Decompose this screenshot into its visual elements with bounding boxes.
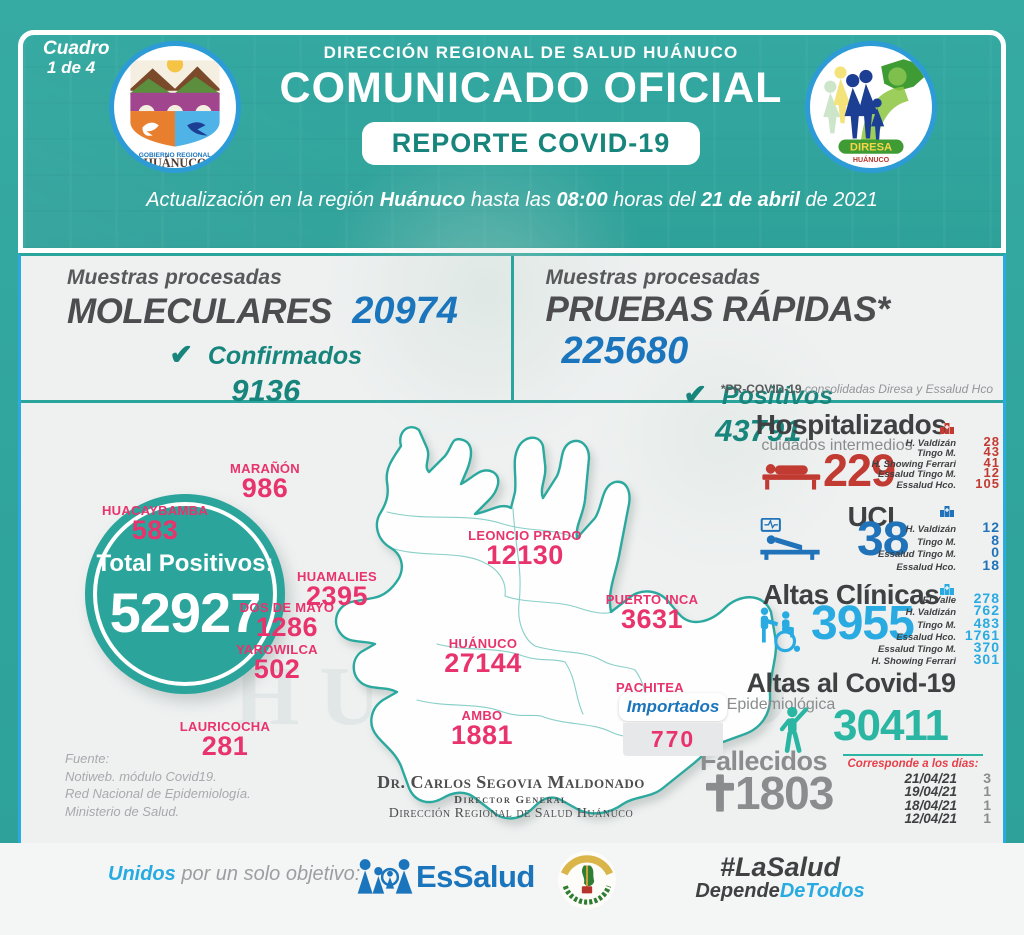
hashtag-line1: #LaSalud — [719, 852, 841, 882]
department-line: DIRECCIÓN REGIONAL DE SALUD HUÁNUCO — [323, 43, 739, 62]
importados-label: Importados — [619, 693, 727, 721]
importados-box: Importados 770 — [619, 693, 727, 756]
district-label-puerto-inca: PUERTO INCA 3631 — [605, 592, 699, 634]
confirmados-value: 9136 — [231, 373, 301, 408]
fallecidos-days-label: Corresponde a los días: — [843, 754, 983, 770]
page-indicator-number: 1 de 4 — [47, 57, 96, 77]
watermark-blob — [581, 296, 861, 576]
signature-org: Dirección Regional de Salud Huánuco — [388, 806, 634, 821]
district-label-huacaybamba: HUACAYBAMBA 583 — [101, 503, 209, 545]
ministry-seal-icon — [558, 851, 616, 909]
svg-text:HUÁNUCO: HUÁNUCO — [144, 156, 207, 168]
molecular-heading: Muestras procesadas — [67, 266, 282, 289]
campaign-hashtag: #LaSalud DependeDeTodos — [655, 853, 905, 902]
footer-slogan: Unidos por un solo objetivo: — [108, 863, 361, 885]
total-positivos-value: 52927 — [109, 581, 262, 644]
total-positivos-badge: Total Positivos: 52927 — [85, 494, 285, 694]
samples-row: Muestras procesadas MOLECULARES 20974 ✔ … — [21, 256, 1004, 448]
svg-text:GOBIERNO REGIONAL: GOBIERNO REGIONAL — [139, 152, 212, 159]
positivos-label: Positivos — [721, 382, 834, 410]
altas-covid-value: 30411 — [833, 701, 949, 750]
icu-bed-monitor-icon — [760, 518, 820, 560]
wheelchair-patient-icon — [760, 607, 801, 653]
altas-covid-subtitle: Epidemiológica — [726, 696, 836, 713]
diresa-logo: DIRESA HUÁNUCO — [805, 41, 937, 173]
page-indicator: Cuadro 1 de 4 — [43, 39, 110, 77]
page-indicator-label: Cuadro — [43, 38, 110, 59]
fallecidos-days: 21/04/21 3 19/04/21 1 18/04/21 1 12/04/21 1 — [904, 770, 991, 827]
cross-icon — [706, 774, 734, 812]
report-badge: REPORTE COVID-19 — [361, 122, 701, 165]
altas-covid-title: Altas al Covid-19 — [746, 668, 956, 698]
positivos-line: ✔ Positivos — [514, 378, 1004, 411]
essalud-wordmark: EsSalud — [416, 859, 535, 894]
signature-role: Director General — [454, 794, 568, 806]
molecular-total: 20974 — [352, 290, 458, 332]
hospitalizados-title: Hospitalizados — [755, 409, 947, 440]
district-label-leoncio-prado: LEONCIO PRADO 12130 — [468, 528, 582, 570]
district-label-lauricocha: LAURICOCHA 281 — [179, 719, 271, 761]
rapid-heading: Muestras procesadas — [545, 266, 761, 289]
uci-title: UCI — [847, 501, 895, 532]
district-label-huanuco: HUÁNUCO 27144 — [444, 636, 522, 678]
rapid-type-label: PRUEBAS RÁPIDAS* — [545, 290, 891, 329]
svg-text:DIRESA: DIRESA — [850, 142, 892, 154]
gobierno-regional-crest-icon: GOBIERNO REGIONAL HUÁNUCO — [130, 60, 220, 168]
fallecidos-value: 1803 — [735, 767, 834, 819]
rapid-footnote: *PR-COVID-19 consolidadas Diresa y Essal… — [720, 382, 993, 396]
signature-name: Dr. Carlos Segovia Maldonado — [377, 772, 645, 792]
district-label-ambo: AMBO 1881 — [450, 708, 514, 750]
rapid-samples-box: Muestras procesadas PRUEBAS RÁPIDAS* 225… — [514, 256, 1004, 448]
content-area: HUÁNUCO Muestras procesadas MOLECULARES … — [18, 126, 1006, 846]
gobierno-regional-logo: GOBIERNO REGIONAL HUÁNUCO — [109, 41, 241, 173]
positivos-value: 43791 — [715, 413, 802, 448]
molecular-type-label: MOLECULARES — [67, 292, 332, 331]
district-label-yarowilca: YAROWILCA 502 — [236, 642, 318, 684]
header-titles: DIRECCIÓN REGIONAL DE SALUD HUÁNUCO COMU… — [261, 43, 801, 165]
header: Cuadro 1 de 4 GOBIERNO REG — [18, 30, 1006, 253]
total-positivos-label: Total Positivos: — [96, 550, 274, 577]
altas-clinicas-title: Altas Clínicas — [762, 579, 940, 610]
essalud-logo: EsSalud — [356, 855, 535, 899]
uci-breakdown: H. Valdizán 12 Tingo M. 8 Essalud Tingo M.… — [878, 519, 1000, 573]
svg-text:HUÁNUCO: HUÁNUCO — [853, 155, 890, 164]
molecular-samples-box: Muestras procesadas MOLECULARES 20974 ✔ … — [21, 256, 514, 408]
footer: Unidos por un solo objetivo: EsSalud #La… — [0, 843, 1024, 935]
diresa-crest-icon: DIRESA HUÁNUCO — [823, 59, 925, 164]
hospitalizados-subtitle: cuidados intermedios — [761, 437, 913, 454]
altas-clinicas-breakdown: El Valle 278 H. Valdizán 762 Tingo M. 483 E… — [871, 590, 1000, 668]
hospital-building-icon — [940, 423, 954, 434]
check-icon: ✔ — [683, 379, 707, 410]
altas-clinicas-value: 3955 — [811, 597, 915, 650]
uci-value: 38 — [857, 513, 909, 566]
check-icon: ✔ — [169, 339, 193, 370]
district-label-huamalies: HUAMALIES 2395 — [297, 569, 377, 611]
main-title: COMUNICADO OFICIAL — [279, 64, 783, 112]
confirmados-line: ✔ Confirmados — [21, 338, 511, 371]
hospital-building-icon — [940, 506, 954, 517]
hospitalizados-breakdown: H. Valdizán 28 Tingo M. 43 H. Showing Ferr… — [871, 434, 1000, 491]
hospital-bed-icon — [762, 464, 821, 490]
signature-block: Dr. Carlos Segovia Maldonado Director Ge… — [321, 772, 701, 822]
hashtag-line2: DependeDeTodos — [695, 880, 865, 903]
hospital-building-icon — [940, 584, 954, 595]
hospitalizados-value: 229 — [823, 445, 896, 496]
recovered-person-icon — [779, 706, 809, 753]
district-label-maranon: MARAÑÓN 986 — [230, 461, 300, 503]
importados-value: 770 — [623, 723, 723, 756]
update-line: Actualización en la región Huánuco hasta… — [146, 189, 878, 211]
rapid-total: 225680 — [561, 330, 689, 372]
essalud-family-icon — [357, 859, 413, 894]
source-note: Fuente: Notiweb. módulo Covid19. Red Naci… — [65, 751, 251, 819]
district-label-dos-de-mayo: DOS DE MAYO 1286 — [239, 600, 335, 642]
confirmados-label: Confirmados — [207, 342, 363, 370]
